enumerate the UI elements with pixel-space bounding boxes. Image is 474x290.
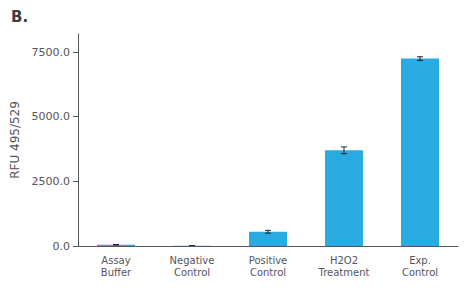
svg-text:5000.0: 5000.0 <box>32 110 71 123</box>
svg-text:Buffer: Buffer <box>101 267 132 278</box>
svg-text:Control: Control <box>250 267 286 278</box>
svg-text:2500.0: 2500.0 <box>32 175 71 188</box>
svg-text:Treatment: Treatment <box>318 267 370 278</box>
svg-text:Exp.: Exp. <box>409 255 431 266</box>
svg-text:Control: Control <box>402 267 438 278</box>
svg-text:H2O2: H2O2 <box>330 255 358 266</box>
svg-text:0.0: 0.0 <box>53 240 71 253</box>
svg-text:Positive: Positive <box>249 255 288 266</box>
svg-text:Control: Control <box>174 267 210 278</box>
svg-text:7500.0: 7500.0 <box>32 46 71 59</box>
svg-text:Assay: Assay <box>101 255 130 266</box>
svg-text:RFU 495/529: RFU 495/529 <box>8 101 22 179</box>
svg-text:B.: B. <box>11 8 28 26</box>
svg-text:Negative: Negative <box>170 255 215 266</box>
